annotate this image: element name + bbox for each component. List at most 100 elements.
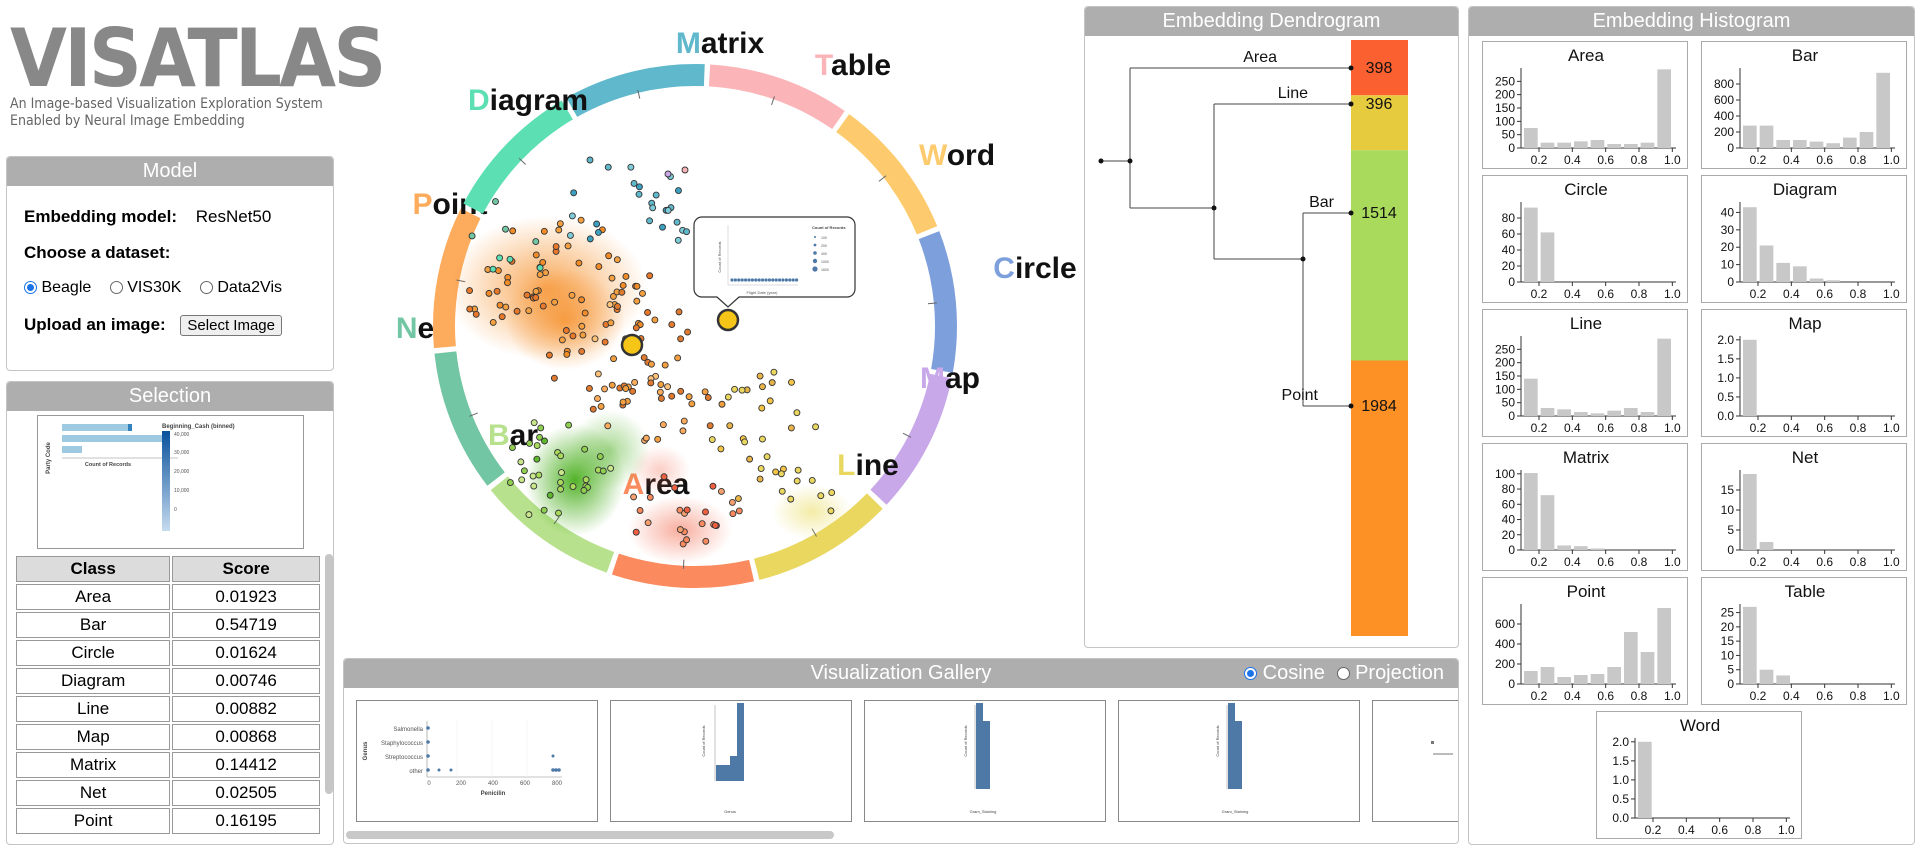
histogram-table[interactable]: Table 0 5 10 15 20 25 0.2 0.4 0.6 0.8 1.0 — [1701, 577, 1907, 705]
score-row[interactable]: Net 0.02505 — [16, 780, 320, 806]
embedding-point[interactable] — [630, 179, 638, 187]
select-image-button[interactable]: Select Image — [180, 315, 282, 336]
selection-scrollbar[interactable] — [325, 554, 333, 794]
embedding-point[interactable] — [532, 294, 540, 302]
embedding-point[interactable] — [702, 537, 710, 545]
embedding-point[interactable] — [526, 439, 534, 447]
gallery-card-2[interactable]: Count of Records Genus — [610, 700, 852, 822]
embedding-point[interactable] — [537, 424, 545, 432]
embedding-point[interactable] — [578, 322, 586, 330]
embedding-point[interactable] — [674, 236, 682, 244]
embedding-point[interactable] — [763, 453, 771, 461]
embedding-point[interactable] — [661, 361, 669, 369]
embedding-point[interactable] — [568, 291, 576, 299]
dendrogram-cluster-bars[interactable]: 398 Area 396 Line 1514 Bar 1984 Point — [1243, 40, 1408, 636]
embedding-point[interactable] — [565, 421, 573, 429]
cluster-bar-point[interactable] — [1351, 360, 1408, 636]
embedding-point[interactable] — [550, 374, 558, 382]
radio-icon[interactable] — [1336, 667, 1350, 681]
embedding-point[interactable] — [496, 254, 504, 262]
embedding-point[interactable] — [472, 310, 480, 318]
embedding-point[interactable] — [717, 488, 725, 495]
embedding-point[interactable] — [525, 307, 533, 315]
embedding-point[interactable] — [557, 485, 565, 493]
embedding-point[interactable] — [671, 484, 679, 492]
radio-icon[interactable] — [109, 281, 123, 295]
embedding-point[interactable] — [556, 220, 564, 228]
embedding-point[interactable] — [657, 395, 665, 402]
embedding-point[interactable] — [618, 288, 626, 296]
embedding-point[interactable] — [596, 453, 604, 461]
embedding-point[interactable] — [632, 528, 640, 536]
histogram-word[interactable]: Word 0.0 0.5 1.0 1.5 2.0 0.2 0.4 0.6 0.8 1.0 — [1596, 711, 1802, 839]
score-row[interactable]: Point 0.16195 — [16, 808, 320, 834]
hovered-point-marker[interactable] — [716, 308, 740, 332]
embedding-point[interactable] — [502, 303, 510, 311]
embedding-point[interactable] — [468, 232, 476, 240]
embedding-point[interactable] — [731, 385, 739, 393]
embedding-point[interactable] — [540, 227, 548, 235]
embedding-point[interactable] — [492, 198, 499, 206]
embedding-point[interactable] — [604, 163, 612, 171]
embedding-point[interactable] — [578, 296, 585, 304]
ring-segment-map[interactable] — [870, 373, 952, 505]
embedding-point[interactable] — [595, 263, 603, 271]
embedding-point[interactable] — [520, 467, 528, 475]
ring-segment-matrix[interactable] — [566, 64, 705, 117]
embedding-point[interactable] — [631, 379, 639, 386]
embedding-point[interactable] — [529, 472, 537, 480]
embedding-point[interactable] — [660, 473, 668, 481]
embedding-point[interactable] — [644, 309, 651, 316]
embedding-point[interactable] — [757, 465, 765, 472]
embedding-point[interactable] — [683, 228, 691, 236]
embedding-point[interactable] — [545, 351, 553, 359]
embedding-point[interactable] — [734, 495, 742, 502]
score-row[interactable]: Map 0.00868 — [16, 724, 320, 750]
ring-segment-word[interactable] — [836, 114, 938, 235]
embedding-point[interactable] — [772, 468, 780, 476]
embedding-point[interactable] — [758, 435, 766, 443]
embedding-point[interactable] — [591, 335, 599, 343]
embedding-point[interactable] — [533, 442, 541, 449]
embedding-point[interactable] — [633, 282, 641, 290]
embedding-point[interactable] — [608, 381, 616, 389]
embedding-point[interactable] — [604, 422, 612, 430]
gallery-card-1[interactable]: Genus Salmonella Staphylococcus Streptoc… — [356, 700, 598, 822]
embedding-point[interactable] — [794, 466, 802, 474]
embedding-point[interactable] — [607, 464, 615, 472]
class-label-map[interactable]: Map — [920, 362, 980, 395]
embedding-point[interactable] — [664, 170, 672, 178]
class-label-word[interactable]: Word — [919, 139, 995, 172]
histogram-bar[interactable]: Bar 0 200 400 600 800 0.2 0.4 0.6 0.8 1.0 — [1701, 41, 1907, 169]
histogram-area[interactable]: Area 0 50 100 150 200 250 0.2 0.4 0.6 0.8 1.0 — [1482, 41, 1688, 169]
embedding-point[interactable] — [683, 536, 691, 544]
embedding-point[interactable] — [633, 297, 641, 305]
embedding-point[interactable] — [635, 183, 643, 191]
ring-segment-diagram[interactable] — [463, 100, 573, 214]
embedding-point[interactable] — [646, 272, 654, 280]
embedding-point[interactable] — [657, 381, 665, 388]
embedding-point[interactable] — [563, 350, 571, 358]
embedding-point[interactable] — [627, 163, 635, 171]
embedding-point[interactable] — [506, 479, 514, 487]
embedding-point[interactable] — [509, 227, 517, 235]
embedding-point[interactable] — [619, 398, 627, 406]
embedding-point[interactable] — [793, 477, 801, 485]
embedding-point[interactable] — [698, 520, 706, 528]
embedding-point[interactable] — [595, 228, 602, 236]
embedding-point[interactable] — [629, 387, 637, 395]
histogram-point[interactable]: Point 0 200 400 600 0.2 0.4 0.6 0.8 1.0 — [1482, 577, 1688, 705]
selected-point-marker[interactable] — [620, 333, 644, 357]
embedding-point[interactable] — [756, 475, 764, 483]
embedding-point[interactable] — [539, 258, 547, 266]
embedding-point[interactable] — [688, 400, 696, 408]
embedding-point[interactable] — [793, 409, 801, 417]
embedding-point[interactable] — [718, 400, 726, 408]
embedding-point[interactable] — [674, 354, 682, 362]
embedding-point[interactable] — [536, 264, 544, 272]
embedding-point[interactable] — [504, 279, 511, 287]
embedding-point[interactable] — [676, 526, 684, 534]
embedding-point[interactable] — [644, 519, 652, 527]
embedding-point[interactable] — [827, 507, 835, 515]
dendrogram-svg[interactable]: 398 Area 396 Line 1514 Bar 1984 Point — [1085, 36, 1459, 648]
